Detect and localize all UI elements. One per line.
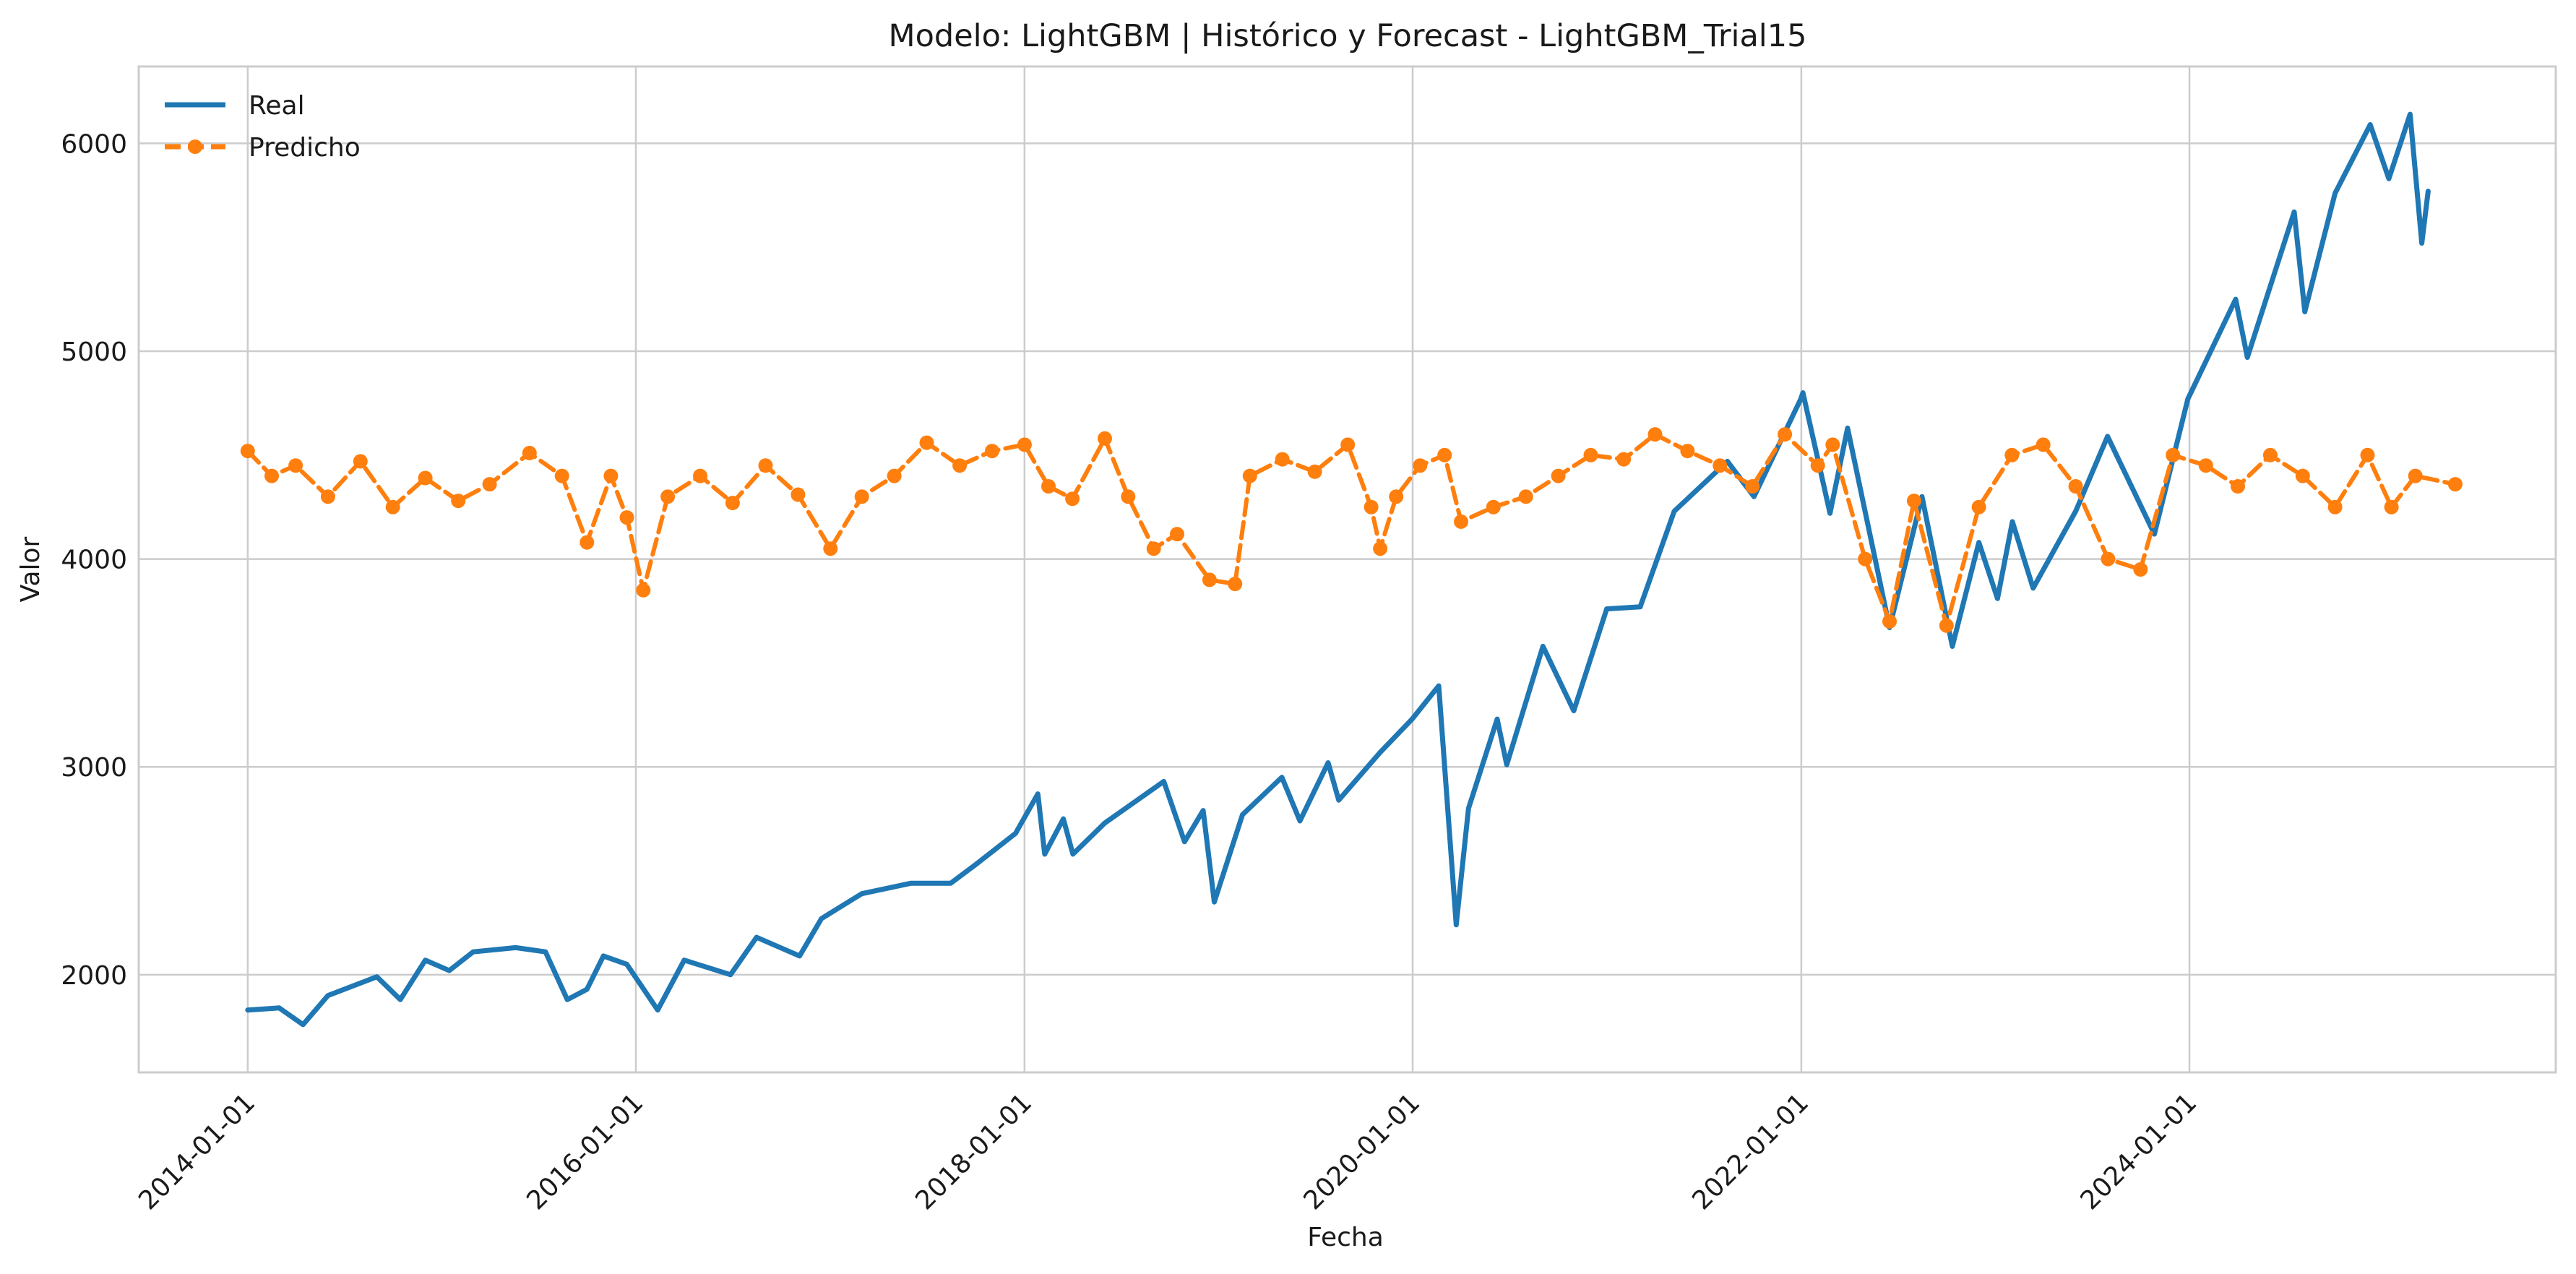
data-point bbox=[2262, 447, 2278, 462]
data-point bbox=[2133, 562, 2148, 577]
y-tick-label: 4000 bbox=[61, 546, 127, 575]
data-point bbox=[2384, 499, 2399, 515]
data-point bbox=[952, 458, 968, 473]
data-point bbox=[2447, 477, 2463, 492]
data-point bbox=[1971, 499, 1986, 515]
data-point bbox=[2231, 479, 2245, 494]
data-point bbox=[2101, 551, 2116, 567]
data-point bbox=[823, 541, 838, 556]
data-point bbox=[854, 489, 869, 504]
y-axis-ticks: 2000 3000 4000 5000 6000 bbox=[61, 129, 127, 990]
data-point bbox=[385, 499, 400, 515]
y-tick-label: 5000 bbox=[61, 337, 127, 367]
y-tick-label: 2000 bbox=[61, 961, 127, 991]
data-point bbox=[1518, 489, 1533, 504]
data-point bbox=[1825, 437, 1840, 452]
data-point bbox=[240, 444, 255, 459]
data-point bbox=[580, 535, 595, 550]
data-point bbox=[2295, 468, 2310, 483]
data-point bbox=[2036, 437, 2051, 452]
data-point bbox=[2360, 447, 2375, 462]
data-point bbox=[791, 487, 806, 502]
chart-title: Modelo: LightGBM | Histórico y Forecast … bbox=[889, 18, 1807, 54]
data-point bbox=[636, 582, 651, 598]
y-tick-label: 3000 bbox=[61, 753, 127, 783]
data-point bbox=[1413, 458, 1428, 473]
data-point bbox=[1882, 614, 1897, 629]
series-predicho bbox=[240, 427, 2463, 633]
legend: Real Predicho bbox=[165, 91, 361, 163]
legend-predicho-marker bbox=[188, 139, 202, 154]
data-point bbox=[1170, 527, 1184, 542]
data-point bbox=[1745, 479, 1760, 494]
series-layer bbox=[240, 111, 2463, 1028]
legend-predicho-label: Predicho bbox=[249, 133, 361, 163]
data-point bbox=[1364, 499, 1379, 515]
data-point bbox=[1810, 458, 1825, 473]
data-point bbox=[320, 489, 335, 504]
data-point bbox=[1486, 499, 1501, 515]
x-axis-label: Fecha bbox=[1307, 1223, 1384, 1252]
data-point bbox=[1713, 458, 1728, 473]
data-point bbox=[1939, 618, 1954, 633]
data-point bbox=[1778, 427, 1793, 442]
data-point bbox=[1454, 514, 1468, 529]
data-point bbox=[418, 470, 433, 486]
data-point bbox=[1373, 541, 1388, 556]
data-point bbox=[1906, 494, 1921, 509]
data-point bbox=[660, 489, 676, 504]
series-line-real bbox=[245, 111, 2431, 1028]
legend-real-label: Real bbox=[249, 91, 305, 121]
data-point bbox=[1858, 551, 1873, 567]
data-point bbox=[288, 458, 303, 473]
data-point bbox=[1647, 427, 1663, 442]
data-point bbox=[1041, 479, 1056, 494]
data-point bbox=[1202, 572, 1217, 587]
data-point bbox=[919, 435, 934, 450]
data-point bbox=[1307, 464, 1322, 479]
data-point bbox=[2068, 479, 2083, 494]
data-point bbox=[985, 444, 999, 459]
data-point bbox=[619, 510, 634, 525]
data-point bbox=[693, 468, 707, 483]
data-point bbox=[725, 496, 740, 510]
y-axis-label: Valor bbox=[16, 536, 46, 602]
data-point bbox=[1121, 489, 1136, 504]
data-point bbox=[554, 468, 569, 483]
data-point bbox=[1680, 444, 1695, 459]
grid bbox=[139, 66, 2556, 1072]
data-point bbox=[1389, 489, 1404, 504]
data-point bbox=[2408, 468, 2423, 483]
data-point bbox=[1228, 577, 1243, 592]
data-point bbox=[758, 458, 773, 473]
data-point bbox=[1146, 541, 1161, 556]
data-point bbox=[1551, 468, 1566, 483]
data-point bbox=[1242, 468, 1257, 483]
data-point bbox=[1065, 491, 1080, 507]
y-tick-label: 6000 bbox=[61, 129, 127, 159]
data-point bbox=[2166, 447, 2181, 462]
data-point bbox=[603, 468, 619, 483]
data-point bbox=[451, 494, 466, 509]
data-point bbox=[1437, 447, 1452, 462]
data-point bbox=[522, 445, 537, 460]
data-point bbox=[1275, 452, 1290, 467]
data-point bbox=[1616, 452, 1632, 467]
data-point bbox=[2198, 458, 2213, 473]
data-point bbox=[2004, 447, 2020, 462]
data-point bbox=[887, 468, 902, 483]
data-point bbox=[1583, 447, 1598, 462]
data-point bbox=[1017, 437, 1032, 452]
plot-frame bbox=[137, 65, 2557, 1074]
data-point bbox=[264, 468, 279, 483]
data-point bbox=[353, 454, 368, 469]
series-real bbox=[245, 111, 2431, 1028]
data-point bbox=[1340, 437, 1356, 452]
data-point bbox=[2327, 499, 2343, 515]
data-point bbox=[482, 477, 497, 492]
data-point bbox=[1098, 431, 1112, 446]
